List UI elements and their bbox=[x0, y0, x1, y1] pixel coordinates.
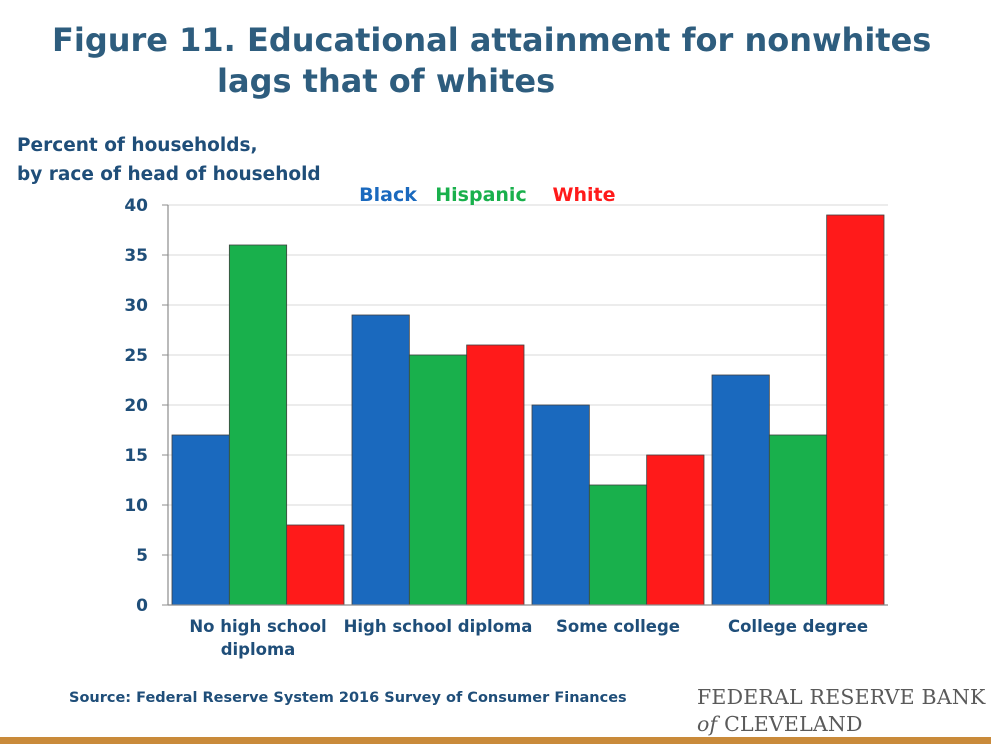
bar-black-4 bbox=[711, 374, 770, 606]
bar-black-2 bbox=[351, 314, 410, 606]
bar-white-3 bbox=[646, 454, 705, 606]
bottom-accent-bar bbox=[0, 737, 991, 744]
bar-hispanic-3 bbox=[588, 484, 648, 606]
source-note: Source: Federal Reserve System 2016 Surv… bbox=[69, 690, 627, 706]
legend-entry-black: Black bbox=[359, 184, 417, 206]
y-axis-label-line-2: by race of head of household bbox=[17, 164, 321, 185]
brand-of: of bbox=[697, 712, 718, 736]
y-tick-label: 25 bbox=[124, 346, 148, 366]
y-tick-label: 15 bbox=[124, 446, 148, 466]
x-tick-label: No high school diploma bbox=[189, 617, 326, 659]
chart-title: Figure 11. Educational attainment for no… bbox=[52, 20, 952, 102]
y-tick-label: 10 bbox=[124, 496, 148, 516]
legend-entry-white: White bbox=[553, 184, 616, 206]
y-tick-label: 40 bbox=[124, 196, 148, 216]
legend-entry-hispanic: Hispanic bbox=[435, 184, 526, 206]
chart-title-line-2: lags that of whites bbox=[217, 62, 556, 100]
bar-hispanic-2 bbox=[408, 354, 468, 606]
bar-hispanic-4 bbox=[768, 434, 828, 606]
x-tick-label: College degree bbox=[728, 617, 868, 636]
y-tick-label: 0 bbox=[136, 596, 148, 616]
bar-black-1 bbox=[171, 434, 230, 606]
y-axis-label: Percent of households, by race of head o… bbox=[17, 131, 321, 189]
x-tick-label: Some college bbox=[556, 617, 680, 636]
y-tick-label: 35 bbox=[124, 246, 148, 266]
chart-title-line-1: Figure 11. Educational attainment for no… bbox=[52, 21, 932, 59]
bar-white-4 bbox=[826, 214, 885, 606]
y-tick-label: 5 bbox=[136, 546, 148, 566]
y-axis-label-line-1: Percent of households, bbox=[17, 135, 258, 156]
bar-white-1 bbox=[286, 524, 345, 606]
y-tick-label: 30 bbox=[124, 296, 148, 316]
y-tick-label: 20 bbox=[124, 396, 148, 416]
bar-black-3 bbox=[531, 404, 590, 606]
bar-hispanic-1 bbox=[228, 244, 288, 606]
brand-line-2: CLEVELAND bbox=[724, 712, 863, 736]
x-tick-label: High school diploma bbox=[344, 617, 533, 636]
bar-white-2 bbox=[466, 344, 525, 606]
brand-line-1: FEDERAL RESERVE BANK bbox=[697, 685, 986, 709]
brand-logo: FEDERAL RESERVE BANK of CLEVELAND bbox=[697, 684, 985, 738]
